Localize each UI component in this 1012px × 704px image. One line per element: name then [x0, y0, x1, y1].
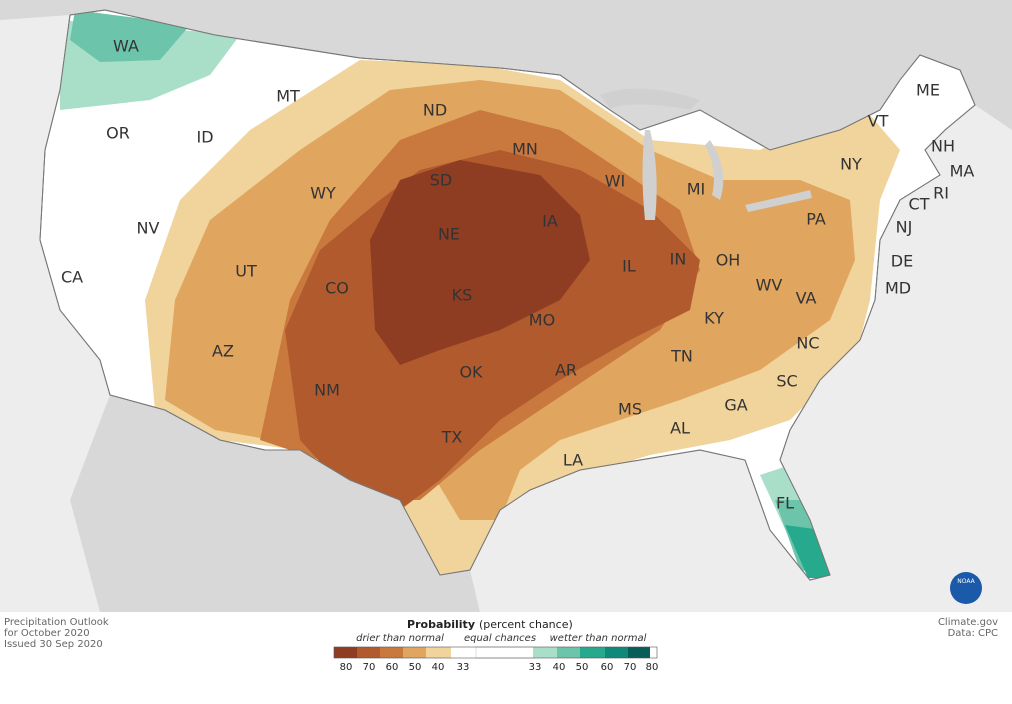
state-label: TN — [670, 347, 693, 366]
legend-swatch — [380, 647, 403, 658]
state-label: NY — [840, 155, 862, 174]
legend-tick: 50 — [576, 662, 589, 673]
state-label: IN — [670, 250, 687, 269]
state-label: KS — [452, 286, 473, 305]
state-label: RI — [933, 184, 949, 203]
legend-equal-swatch — [475, 646, 536, 659]
state-label: CT — [909, 195, 930, 214]
state-label: NJ — [896, 218, 913, 237]
legend-swatch — [580, 647, 605, 658]
legend-tick: 80 — [646, 662, 659, 673]
state-label: PA — [806, 210, 826, 229]
state-label: UT — [235, 262, 257, 281]
legend-tick: 70 — [363, 662, 376, 673]
state-label: VT — [868, 112, 889, 131]
canada — [0, 0, 1012, 150]
state-label: KY — [704, 309, 724, 328]
state-label: GA — [724, 396, 747, 415]
state-label: WA — [113, 37, 139, 56]
state-label: OR — [106, 124, 130, 143]
legend-tick: 80 — [340, 662, 353, 673]
state-label: NV — [137, 219, 160, 238]
legend-swatch — [334, 647, 357, 658]
noaa-logo — [950, 572, 982, 604]
legend-drier: drier than normal — [356, 633, 444, 644]
legend-title: Probability — [407, 618, 475, 631]
state-label: ND — [423, 101, 447, 120]
state-label: IL — [622, 257, 636, 276]
state-label: MT — [276, 87, 300, 106]
state-labels: WA OR ID MT NV CA UT AZ WY CO NM ND SD NE KS OK TX MN IA MO… — [61, 37, 974, 513]
legend-swatch — [426, 647, 451, 658]
footer-left: Precipitation Outlook — [4, 617, 109, 628]
state-label: TX — [441, 428, 463, 447]
footer-left: Issued 30 Sep 2020 — [4, 639, 103, 650]
state-label: CA — [61, 268, 83, 287]
state-label: OH — [716, 251, 741, 270]
legend-swatch — [403, 647, 426, 658]
state-label: NC — [796, 334, 819, 353]
state-label: AL — [670, 419, 690, 438]
state-label: DE — [891, 252, 913, 271]
legend-wetter: wetter than normal — [550, 633, 647, 644]
legend-swatch — [605, 647, 628, 658]
noaa-logo-text: NOAA — [957, 578, 975, 585]
legend-swatch — [628, 647, 650, 658]
footer-right: Climate.gov — [938, 617, 998, 628]
great-lakes — [600, 88, 812, 220]
legend-tick: 33 — [457, 662, 470, 673]
state-label: OK — [459, 363, 483, 382]
legend-tick: 33 — [529, 662, 542, 673]
state-label: AZ — [212, 342, 234, 361]
legend-equal: equal chances — [464, 633, 536, 644]
state-label: WY — [310, 184, 336, 203]
legend-tick: 60 — [601, 662, 614, 673]
state-label: MN — [512, 140, 538, 159]
state-label: MS — [618, 400, 642, 419]
state-label: MI — [687, 180, 706, 199]
state-label: CO — [325, 279, 349, 298]
state-label: SC — [776, 372, 797, 391]
state-label: NH — [931, 137, 955, 156]
legend-tick: 70 — [624, 662, 637, 673]
probability-zones — [60, 10, 900, 580]
legend-tick: 60 — [386, 662, 399, 673]
legend-swatch — [533, 647, 557, 658]
legend-tick: 50 — [409, 662, 422, 673]
state-label: IA — [542, 212, 558, 231]
state-label: ME — [916, 81, 940, 100]
legend-swatch — [557, 647, 580, 658]
state-label: LA — [563, 451, 583, 470]
state-label: AR — [555, 361, 577, 380]
footer-right: Data: CPC — [948, 628, 998, 639]
legend-subtitle: (percent chance) — [479, 618, 573, 631]
state-label: SD — [430, 171, 452, 190]
state-label: MA — [950, 162, 975, 181]
footer-left: for October 2020 — [4, 628, 90, 639]
state-label: FL — [776, 494, 794, 513]
state-label: NE — [438, 225, 460, 244]
state-label: MO — [529, 311, 555, 330]
legend-tick: 40 — [432, 662, 445, 673]
state-label: WV — [756, 276, 783, 295]
mexico — [70, 395, 480, 612]
legend-frame — [333, 646, 658, 659]
state-label: MD — [885, 279, 911, 298]
state-label: VA — [796, 289, 817, 308]
state-label: ID — [196, 128, 213, 147]
probability-zone — [370, 160, 590, 365]
state-label: NM — [314, 381, 340, 400]
legend-swatch — [357, 647, 380, 658]
state-label: WI — [605, 172, 626, 191]
legend-tick: 40 — [553, 662, 566, 673]
legend: Probability (percent chance) drier than no… — [333, 618, 659, 673]
